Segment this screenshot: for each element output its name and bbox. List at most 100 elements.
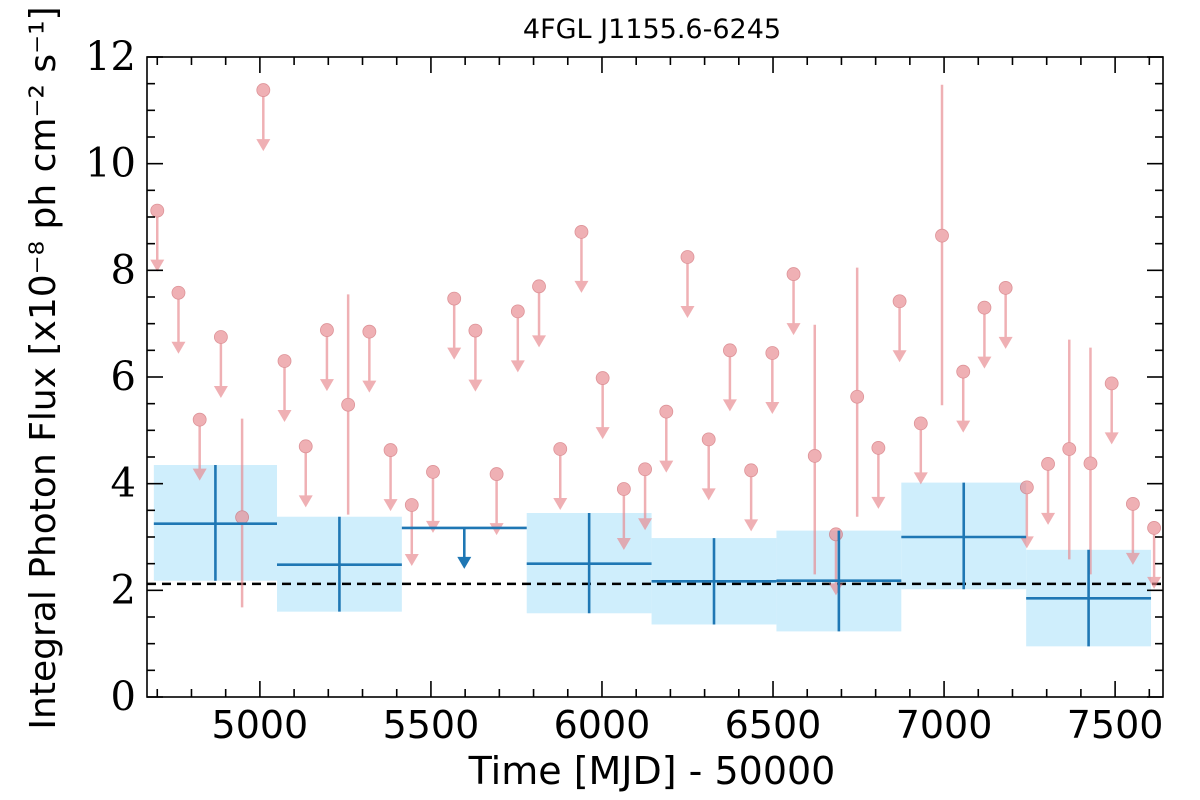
short-bin-marker [1104, 376, 1119, 391]
short-bin-arrow-head [722, 399, 737, 412]
short-bin-marker [701, 432, 716, 447]
short-bin-marker [595, 371, 610, 385]
short-bin-marker [765, 346, 780, 360]
short-bin-arrow-head [1041, 512, 1056, 525]
short-bin-marker [489, 467, 504, 481]
short-bin-arrow-head [532, 335, 547, 348]
short-bin-marker [341, 397, 356, 412]
x-tick-label: 7500 [1067, 703, 1164, 747]
short-bin-arrow-head [553, 498, 568, 510]
short-bin-point [192, 412, 207, 481]
short-bin-point [638, 462, 653, 531]
short-bin-point [913, 416, 928, 485]
short-bin-arrow-head [171, 341, 186, 354]
short-bin-arrow-head [701, 488, 716, 501]
short-bin-marker [1041, 457, 1055, 471]
short-bin-arrow-head [871, 496, 886, 509]
short-bin-arrow-head [786, 323, 801, 336]
short-bin-arrow-head [1104, 432, 1119, 445]
short-bin-point [956, 364, 971, 433]
short-bin-point [319, 323, 334, 392]
short-bin-point [701, 432, 716, 501]
short-bin-point [998, 281, 1013, 349]
x-tick-label: 6500 [725, 703, 822, 747]
short-bin-arrow-head [744, 519, 759, 532]
short-bin-point [616, 482, 631, 550]
short-bin-point [574, 225, 589, 293]
short-bin-marker [829, 527, 843, 542]
short-bin-arrow-head [1125, 552, 1140, 565]
short-bin-arrow-head [574, 280, 589, 293]
short-bin-marker [913, 416, 928, 431]
short-bin-point [277, 354, 292, 422]
short-bin-marker [235, 510, 250, 525]
y-tick-label: 0 [111, 674, 136, 720]
short-bin-point [892, 294, 907, 363]
short-bin-marker [1125, 497, 1140, 511]
short-bin-arrow-head [765, 402, 780, 414]
short-bin-point [447, 291, 462, 360]
short-bin-arrow-head [319, 379, 334, 392]
short-bin-marker [277, 354, 292, 368]
x-tick-label: 5500 [383, 703, 480, 747]
short-bin-point [744, 463, 759, 532]
short-bin-marker [362, 324, 377, 339]
short-bin-point [1062, 339, 1077, 560]
short-bin-arrow-head [913, 472, 928, 485]
short-bin-marker [1062, 442, 1077, 456]
long-bin-layer [153, 465, 1152, 647]
plot-frame [146, 56, 1164, 698]
short-bin-arrow-head [998, 336, 1013, 349]
x-tick-label: 5000 [212, 703, 309, 747]
short-bin-point [532, 279, 547, 348]
short-bin-marker [1083, 456, 1098, 471]
short-bin-marker [213, 330, 228, 344]
short-bin-point [1147, 521, 1162, 589]
short-bin-point [235, 418, 250, 608]
short-bin-arrow-head [956, 420, 971, 433]
short-bin-marker [553, 442, 568, 456]
y-tick-label: 10 [85, 141, 136, 187]
short-bin-point [383, 443, 398, 512]
short-bin-point [1125, 497, 1140, 565]
short-bin-marker [171, 285, 186, 300]
short-bin-point [553, 442, 568, 510]
short-bin-point [256, 83, 271, 152]
short-bin-marker [1019, 480, 1034, 495]
short-bin-arrow-head [404, 554, 419, 566]
short-bin-arrow-head [383, 499, 398, 512]
y-tick-label: 4 [111, 461, 136, 507]
short-bin-marker [956, 364, 971, 379]
short-bin-arrow-head [1147, 576, 1162, 589]
short-bin-arrow-head [150, 259, 165, 272]
chart-title: 4FGL J1155.6-6245 [523, 14, 781, 45]
y-tick-label: 6 [111, 354, 136, 400]
short-bin-point [468, 323, 483, 392]
y-tick-label: 12 [85, 34, 136, 80]
short-bin-arrow-head [362, 380, 377, 393]
y-tick-label: 2 [111, 567, 136, 613]
short-bin-point [341, 294, 356, 515]
short-bin-arrow-head [447, 347, 462, 360]
short-bin-marker [383, 443, 398, 457]
short-bin-point [404, 498, 419, 566]
short-bin-layer [150, 83, 1162, 608]
short-bin-point [850, 267, 865, 517]
long-bin-band-layer [153, 465, 1152, 647]
short-bin-point [1083, 347, 1098, 575]
short-bin-marker [320, 323, 334, 337]
short-bin-arrow-head [510, 360, 525, 373]
x-tick-label: 7000 [896, 703, 993, 747]
short-bin-point [722, 343, 737, 412]
short-bin-marker [150, 203, 165, 218]
short-bin-marker [574, 225, 589, 239]
short-bin-point [213, 330, 228, 398]
short-bin-marker [977, 300, 992, 315]
short-bin-marker [892, 294, 907, 309]
short-bin-point [150, 203, 165, 272]
short-bin-arrow-head [595, 427, 610, 440]
short-bin-marker [468, 323, 483, 338]
short-bin-point [298, 439, 313, 508]
short-bin-point [1041, 457, 1056, 525]
